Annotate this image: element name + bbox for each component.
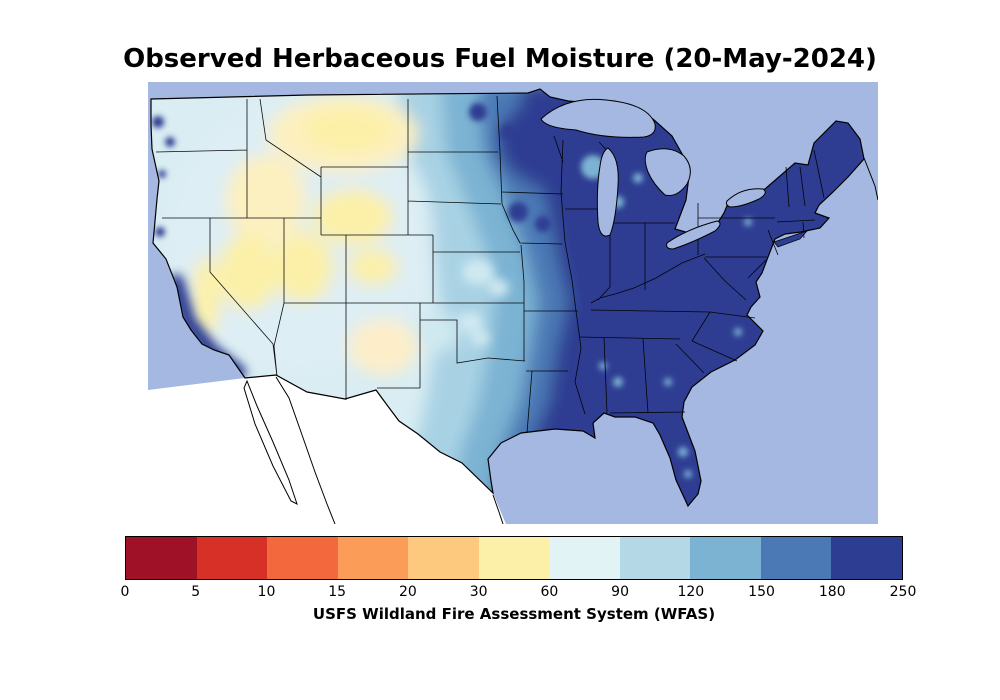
colorbar-tick-label: 150 (748, 584, 775, 600)
colorbar-tick-label: 0 (120, 584, 130, 600)
colorbar-tick-label: 20 (398, 584, 417, 600)
colorbar-segment (337, 537, 409, 579)
colorbar-segment (196, 537, 268, 579)
lake-erie (666, 220, 721, 250)
mexico-west-coast (275, 376, 336, 524)
colorbar-segment (760, 537, 832, 579)
colorbar-tick-label: 30 (469, 584, 488, 600)
colorbar-tick-label: 120 (677, 584, 705, 600)
lake-huron (644, 148, 691, 196)
colorbar-segment (267, 537, 338, 579)
us-map-svg (148, 82, 878, 524)
colorbar-segment (831, 537, 903, 579)
mexico-gulf-coast (492, 494, 504, 524)
colorbar-segment (126, 537, 197, 579)
colorbar-ticks: 0 5 10 15 20 30 60 90 120 150 180 250 (121, 584, 917, 604)
canada-maritime-coastline (863, 157, 878, 201)
colorbar: 0 5 10 15 20 30 60 90 120 150 180 250 (121, 536, 917, 604)
colorbar-tick-label: 90 (611, 584, 629, 600)
mexico-coastlines (243, 376, 504, 524)
colorbar-tick-label: 15 (328, 584, 347, 600)
colorbar-tick-label: 250 (889, 584, 917, 600)
mexico-mask (148, 375, 506, 524)
colorbar-segment (408, 537, 479, 579)
colorbar-tick-label: 180 (818, 584, 846, 600)
colorbar-tick-label: 10 (257, 584, 276, 600)
lake-ontario (725, 188, 766, 208)
us-moisture-map (148, 82, 878, 524)
colorbar-segments (125, 536, 903, 580)
great-lakes (540, 98, 766, 250)
lake-michigan (596, 147, 619, 237)
state-borders (155, 95, 825, 434)
colorbar-segment (549, 537, 620, 579)
figure-caption: USFS Wildland Fire Assessment System (WF… (312, 605, 716, 623)
colorbar-segment (690, 537, 761, 579)
colorbar-segment (619, 537, 691, 579)
colorbar-tick-label: 5 (191, 584, 201, 600)
colorbar-segment (478, 537, 550, 579)
baja-california-outline (243, 379, 298, 505)
lake-superior (540, 98, 656, 138)
figure-title: Observed Herbaceous Fuel Moisture (20-Ma… (123, 44, 877, 74)
colorbar-tick-label: 60 (540, 584, 559, 600)
long-island (773, 230, 809, 248)
